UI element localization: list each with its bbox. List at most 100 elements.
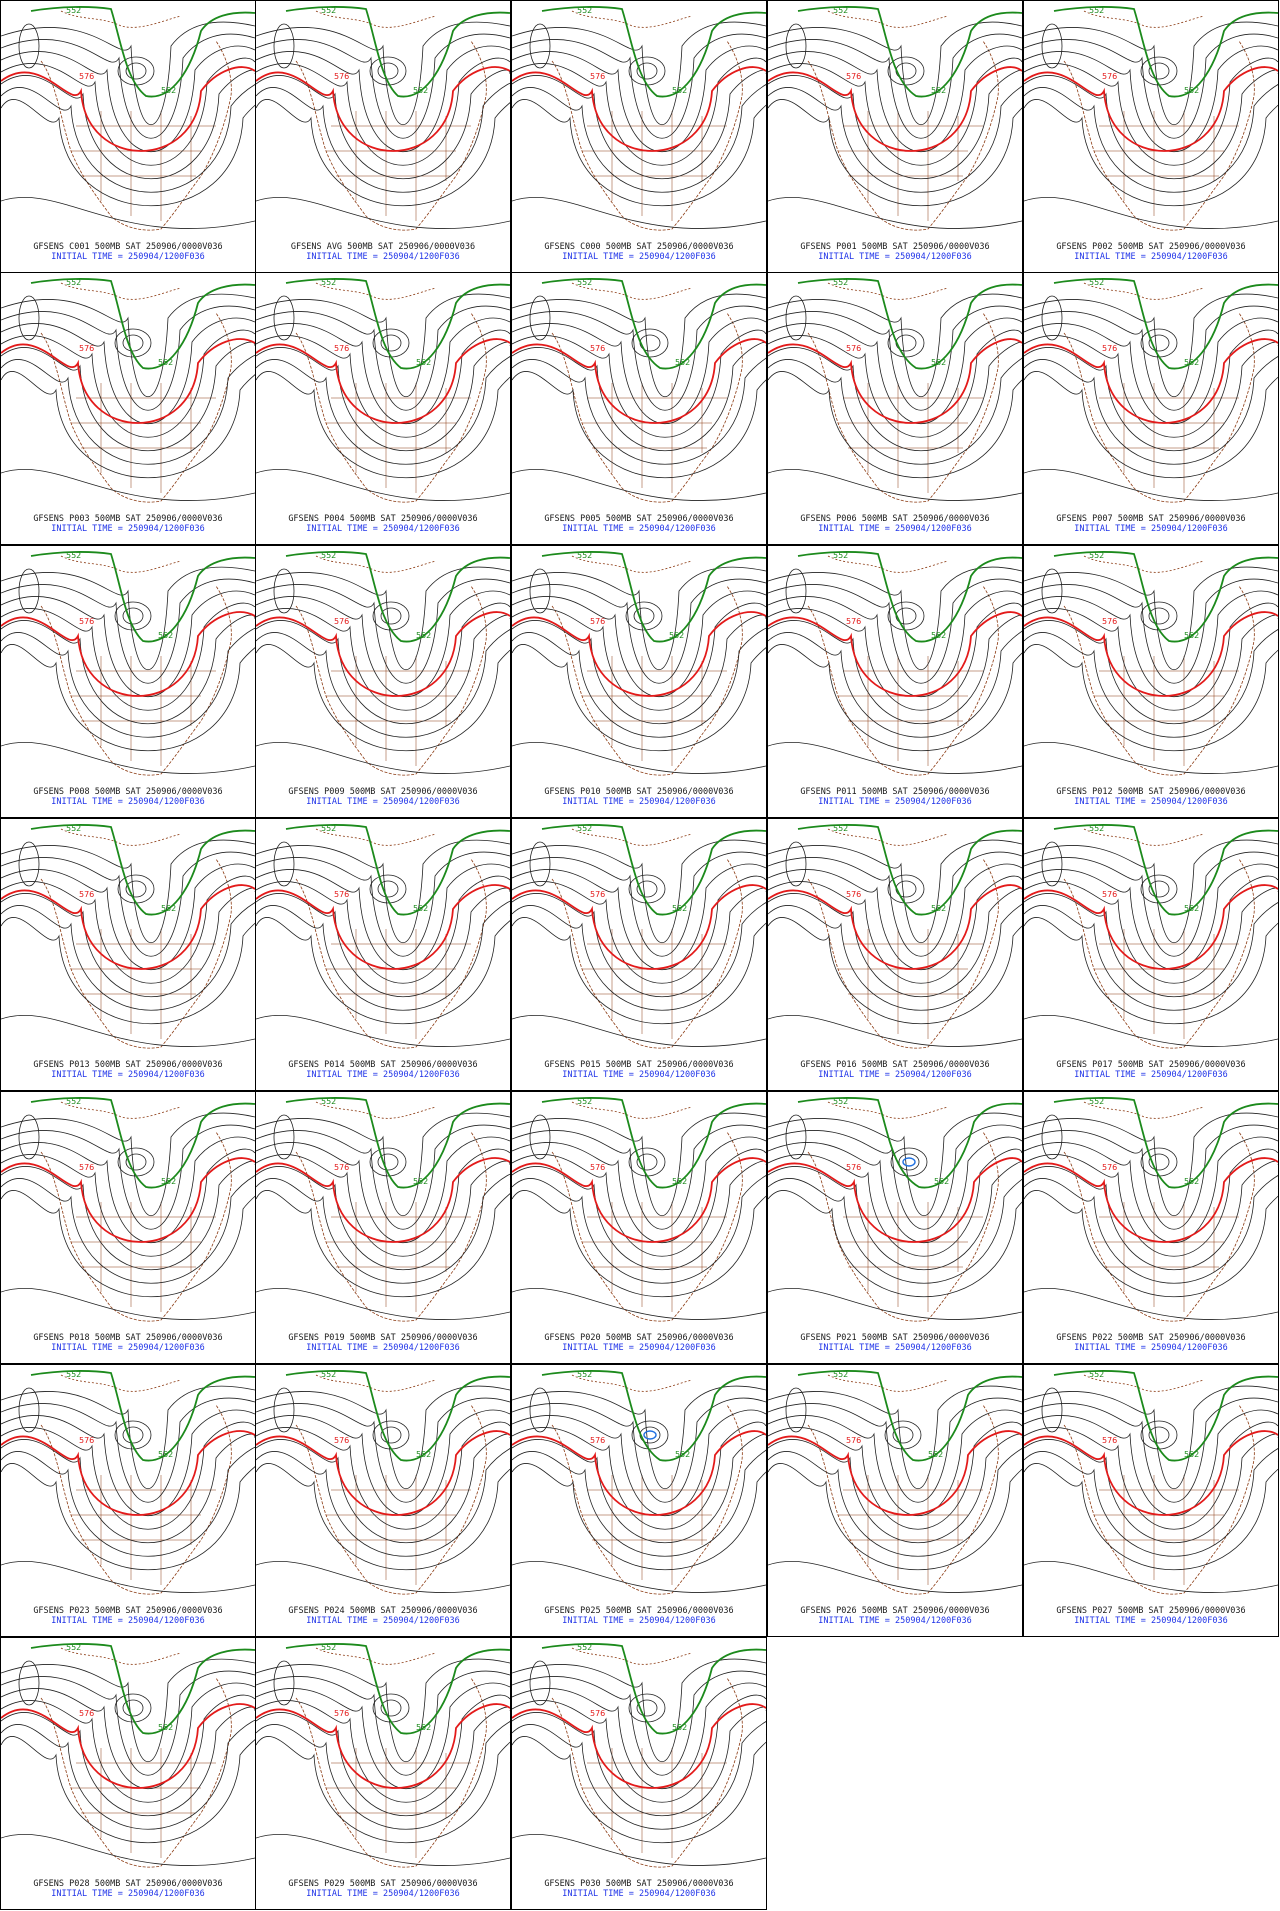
label-552: 552 [321, 1643, 336, 1652]
label-576: 576 [590, 617, 605, 626]
label-552: 552 [833, 1370, 848, 1379]
contour-552 [541, 824, 766, 916]
contour-576 [256, 1430, 510, 1516]
ensemble-panel: 552 552 576 GFSENS P001 500MB SAT 250906/00… [767, 0, 1023, 273]
contour-552 [30, 1097, 255, 1189]
black-contours [768, 1385, 1022, 1593]
label-576: 576 [846, 1163, 861, 1172]
black-contours [1024, 293, 1278, 501]
contour-576 [1024, 611, 1278, 697]
ensemble-panel: 552 552 576 GFSENS P019 500MB SAT 250906/00… [255, 1091, 511, 1364]
contour-576 [768, 1430, 1022, 1516]
initial-time: INITIAL TIME = 250904/1200F036 [306, 1070, 460, 1080]
ensemble-panel: 552 552 576 GFSENS P027 500MB SAT 250906/00… [1023, 1364, 1279, 1637]
contour-552 [797, 278, 1022, 370]
panel-title: GFSENS P025 500MB SAT 250906/0000V036 [544, 1606, 734, 1616]
ensemble-panel: 552 552 576 GFSENS P029 500MB SAT 250906/00… [255, 1637, 511, 1910]
ensemble-panel: 552 552 576 GFSENS P013 500MB SAT 250906/00… [0, 818, 256, 1091]
label-552: 552 [66, 278, 81, 287]
label-552: 552 [161, 904, 176, 913]
label-552: 552 [931, 631, 946, 640]
ensemble-panel: 552 552 576 GFSENS C001 500MB SAT 250906/00… [0, 0, 256, 273]
initial-time: INITIAL TIME = 250904/1200F036 [1074, 1343, 1228, 1353]
coastline [295, 555, 487, 776]
coastline [1063, 555, 1255, 776]
label-552: 552 [66, 1370, 81, 1379]
label-552: 552 [158, 358, 173, 367]
black-contours [1, 21, 255, 229]
ensemble-panel: 552 552 576 GFSENS P009 500MB SAT 250906/00… [255, 545, 511, 818]
contour-552 [285, 6, 510, 98]
contour-576 [1024, 66, 1278, 152]
black-contours [256, 293, 510, 501]
panel-title: GFSENS C001 500MB SAT 250906/0000V036 [33, 242, 223, 252]
contour-576 [256, 66, 510, 152]
label-552: 552 [577, 551, 592, 560]
contour-552 [1053, 1370, 1278, 1462]
contour-576 [1024, 338, 1278, 424]
ensemble-panel: 552 552 576 GFSENS P007 500MB SAT 250906/00… [1023, 272, 1279, 545]
label-552: 552 [321, 278, 336, 287]
coastline [1063, 828, 1255, 1049]
black-contours [512, 1385, 766, 1593]
initial-time: INITIAL TIME = 250904/1200F036 [562, 524, 716, 534]
contour-552 [1053, 6, 1278, 98]
contour-552 [541, 278, 766, 370]
height-contour-map: 552 552 576 [512, 6, 766, 231]
ensemble-panel: 552 552 576 GFSENS C000 500MB SAT 250906/00… [511, 0, 767, 273]
contour-552 [30, 278, 255, 370]
initial-time: INITIAL TIME = 250904/1200F036 [51, 1889, 205, 1899]
contour-552 [30, 824, 255, 916]
contour-576 [256, 1703, 510, 1789]
contour-576 [1024, 1430, 1278, 1516]
coastline [40, 1101, 232, 1322]
contour-576 [1, 66, 255, 152]
ensemble-panel: 552 552 576 GFSENS P004 500MB SAT 250906/00… [255, 272, 511, 545]
height-contour-map: 552 552 576 [1, 6, 255, 231]
contour-552 [30, 1370, 255, 1462]
coastline [551, 10, 743, 231]
label-576: 576 [79, 890, 94, 899]
height-contour-map: 552 552 576 [1, 551, 255, 776]
panel-title: GFSENS P002 500MB SAT 250906/0000V036 [1056, 242, 1246, 252]
contour-576 [1024, 884, 1278, 970]
black-contours [1, 293, 255, 501]
low-center [643, 1430, 657, 1440]
label-552: 552 [158, 1723, 173, 1732]
label-576: 576 [846, 890, 861, 899]
coastline [551, 1374, 743, 1595]
label-552: 552 [413, 1177, 428, 1186]
initial-time: INITIAL TIME = 250904/1200F036 [51, 1070, 205, 1080]
black-contours [256, 21, 510, 229]
label-552: 552 [321, 1370, 336, 1379]
label-576: 576 [334, 72, 349, 81]
label-576: 576 [334, 617, 349, 626]
contour-552 [541, 6, 766, 98]
height-contour-map: 552 552 576 [512, 1643, 766, 1868]
label-576: 576 [1102, 890, 1117, 899]
label-576: 576 [79, 72, 94, 81]
contour-576 [1, 338, 255, 424]
ensemble-panel: 552 552 576 GFSENS P018 500MB SAT 250906/00… [0, 1091, 256, 1364]
height-contour-map: 552 552 576 [1024, 824, 1278, 1049]
coastline [807, 828, 999, 1049]
label-576: 576 [590, 1436, 605, 1445]
label-552: 552 [161, 1177, 176, 1186]
black-contours [1, 1112, 255, 1320]
initial-time: INITIAL TIME = 250904/1200F036 [818, 1070, 972, 1080]
label-576: 576 [79, 1436, 94, 1445]
black-contours [768, 21, 1022, 229]
label-552: 552 [66, 824, 81, 833]
coastline [1063, 1374, 1255, 1595]
label-552: 552 [577, 1097, 592, 1106]
label-576: 576 [334, 344, 349, 353]
height-contour-map: 552 552 576 [1024, 1097, 1278, 1322]
panel-title: GFSENS P015 500MB SAT 250906/0000V036 [544, 1060, 734, 1070]
panel-title: GFSENS P023 500MB SAT 250906/0000V036 [33, 1606, 223, 1616]
black-contours [768, 1112, 1022, 1320]
ensemble-panel: 552 552 576 GFSENS P024 500MB SAT 250906/00… [255, 1364, 511, 1637]
panel-title: GFSENS P005 500MB SAT 250906/0000V036 [544, 514, 734, 524]
label-552: 552 [934, 1177, 949, 1186]
panel-title: GFSENS P004 500MB SAT 250906/0000V036 [288, 514, 478, 524]
panel-title: GFSENS P003 500MB SAT 250906/0000V036 [33, 514, 223, 524]
